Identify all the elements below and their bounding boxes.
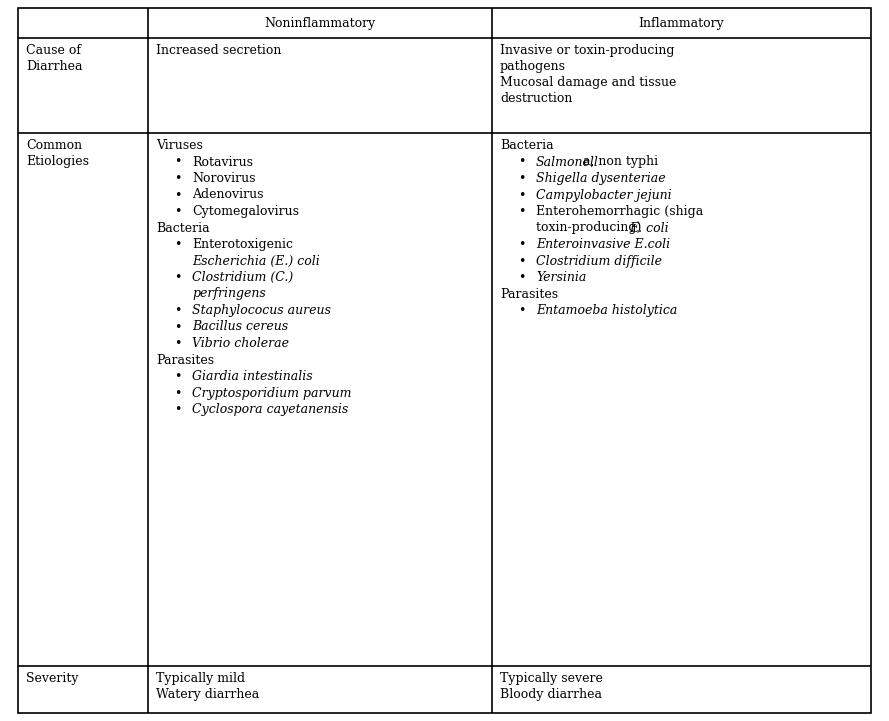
Text: •: • [518, 304, 525, 317]
Text: •: • [174, 271, 181, 284]
Text: •: • [174, 156, 181, 169]
Text: Clostridium difficile: Clostridium difficile [536, 255, 662, 267]
Text: Enterotoxigenic: Enterotoxigenic [192, 238, 293, 251]
Text: •: • [174, 321, 181, 334]
Text: Enterohemorrhagic (shiga: Enterohemorrhagic (shiga [536, 205, 703, 218]
Text: •: • [518, 188, 525, 201]
Text: •: • [518, 172, 525, 185]
Text: •: • [174, 370, 181, 383]
Text: Campylobacter jejuni: Campylobacter jejuni [536, 188, 671, 201]
Text: Increased secretion: Increased secretion [156, 44, 282, 57]
Text: Staphylococus aureus: Staphylococus aureus [192, 304, 331, 317]
Text: Entamoeba histolytica: Entamoeba histolytica [536, 304, 677, 317]
Text: Cytomegalovirus: Cytomegalovirus [192, 205, 299, 218]
Text: Inflammatory: Inflammatory [638, 17, 725, 30]
Text: Invasive or toxin-producing
pathogens
Mucosal damage and tissue
destruction: Invasive or toxin-producing pathogens Mu… [500, 44, 677, 105]
Text: Shigella dysenteriae: Shigella dysenteriae [536, 172, 666, 185]
Text: Bacteria: Bacteria [500, 139, 554, 152]
Text: Parasites: Parasites [156, 353, 214, 366]
Text: Salmonell: Salmonell [536, 156, 599, 169]
Text: Vibrio cholerae: Vibrio cholerae [192, 337, 289, 350]
Text: Cause of
Diarrhea: Cause of Diarrhea [26, 44, 83, 73]
Text: Rotavirus: Rotavirus [192, 156, 253, 169]
Text: •: • [174, 205, 181, 218]
Text: Common
Etiologies: Common Etiologies [26, 139, 89, 168]
Text: Bacillus cereus: Bacillus cereus [192, 321, 288, 334]
Text: Enteroinvasive E.coli: Enteroinvasive E.coli [536, 238, 670, 251]
Text: Cryptosporidium parvum: Cryptosporidium parvum [192, 386, 351, 399]
Text: Noninflammatory: Noninflammatory [264, 17, 376, 30]
Text: Giardia intestinalis: Giardia intestinalis [192, 370, 313, 383]
Text: •: • [174, 172, 181, 185]
Text: Yersinia: Yersinia [536, 271, 587, 284]
Text: E. coli: E. coli [629, 221, 669, 234]
Text: Severity: Severity [26, 672, 78, 685]
Text: toxin-producing): toxin-producing) [536, 221, 645, 234]
Text: •: • [518, 255, 525, 267]
Text: •: • [174, 337, 181, 350]
Text: Parasites: Parasites [500, 288, 558, 301]
Text: Bacteria: Bacteria [156, 221, 210, 234]
Text: •: • [518, 238, 525, 251]
Text: •: • [174, 386, 181, 399]
Text: •: • [174, 304, 181, 317]
Text: •: • [518, 271, 525, 284]
Text: Cyclospora cayetanensis: Cyclospora cayetanensis [192, 403, 348, 416]
Text: Escherichia (E.) coli: Escherichia (E.) coli [192, 255, 320, 267]
Text: Norovirus: Norovirus [192, 172, 255, 185]
Text: Viruses: Viruses [156, 139, 203, 152]
Text: a, non typhi: a, non typhi [583, 156, 658, 169]
Text: •: • [518, 156, 525, 169]
Text: •: • [174, 238, 181, 251]
Text: Typically severe
Bloody diarrhea: Typically severe Bloody diarrhea [500, 672, 603, 701]
Text: Typically mild
Watery diarrhea: Typically mild Watery diarrhea [156, 672, 260, 701]
Text: •: • [518, 205, 525, 218]
Text: Clostridium (C.): Clostridium (C.) [192, 271, 293, 284]
Text: •: • [174, 188, 181, 201]
Text: •: • [174, 403, 181, 416]
Text: Adenovirus: Adenovirus [192, 188, 263, 201]
Text: perfringens: perfringens [192, 288, 266, 301]
